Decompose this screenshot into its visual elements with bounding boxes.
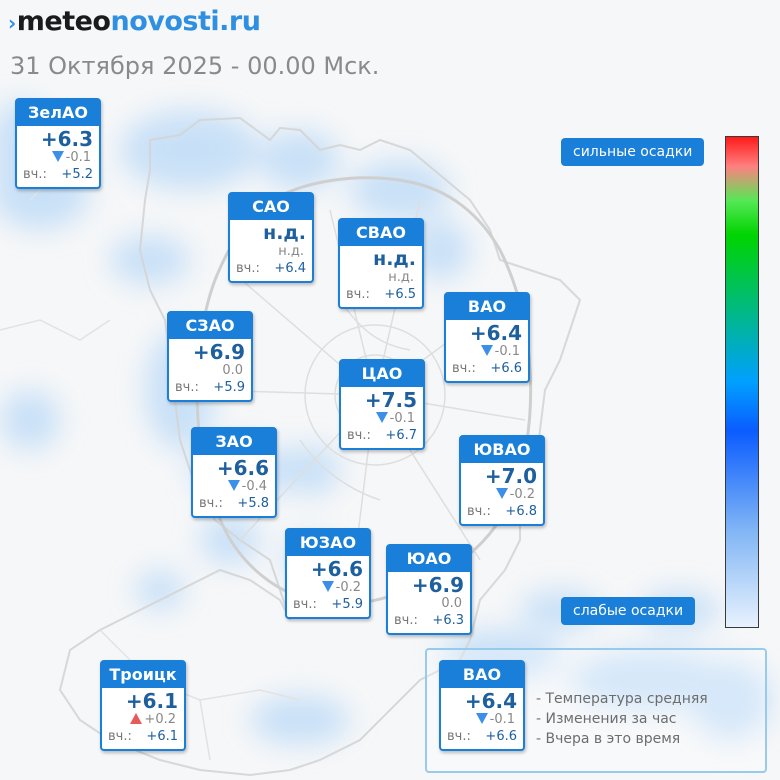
- district-name: СВАО: [340, 220, 422, 246]
- district-change: -0.2: [335, 580, 361, 595]
- district-change: н.д.: [278, 244, 304, 259]
- district-change: 0.0: [441, 596, 462, 611]
- yesterday-label: вч.:: [452, 361, 476, 376]
- forecast-datetime: 31 Октября 2025 - 00.00 Мск.: [10, 52, 380, 80]
- district-change: -0.2: [509, 487, 535, 502]
- yesterday-label: вч.:: [293, 597, 317, 612]
- trend-down-icon: [227, 480, 240, 491]
- district-name: ЗАО: [193, 429, 275, 455]
- yesterday-label: вч.:: [175, 380, 199, 395]
- legend-strong-label: сильные осадки: [561, 138, 705, 166]
- yesterday-label: вч.:: [108, 729, 132, 744]
- district-change: н.д.: [388, 270, 414, 285]
- trend-down-icon: [375, 412, 388, 423]
- district-name: ЗелАО: [17, 100, 99, 126]
- district-name: СЗАО: [169, 313, 251, 339]
- legend-line-yesterday: - Вчера в это время: [536, 731, 681, 747]
- district-temp: +6.1: [125, 689, 178, 713]
- yesterday-label: вч.:: [467, 504, 491, 519]
- legend-line-change: - Изменения за час: [536, 711, 677, 727]
- district-name: ЦАО: [341, 361, 423, 387]
- district-temp: +7.0: [484, 464, 537, 488]
- district-yesterday: +6.3: [432, 613, 464, 628]
- yesterday-label: вч.:: [23, 167, 47, 182]
- trend-down-icon: [51, 151, 64, 162]
- district-change: -0.1: [389, 411, 415, 426]
- district-name: ВАО: [441, 662, 523, 688]
- district-temp: н.д.: [263, 222, 306, 244]
- district-card-szao[interactable]: СЗАО +6.9 0.0 вч.: +5.9: [167, 311, 253, 402]
- yesterday-label: вч.:: [346, 287, 370, 302]
- logo-mark-icon: ›: [8, 11, 16, 35]
- district-temp: +6.9: [192, 340, 245, 364]
- yesterday-label: вч.:: [236, 261, 260, 276]
- trend-up-icon: [130, 713, 143, 724]
- district-change: -0.1: [65, 150, 91, 165]
- district-change: +0.2: [144, 712, 176, 727]
- legend-sample-card: ВАО +6.4 -0.1 вч.: +6.6: [439, 660, 525, 751]
- yesterday-label: вч.:: [447, 729, 471, 744]
- district-yesterday: +6.1: [146, 729, 178, 744]
- yesterday-label: вч.:: [394, 613, 418, 628]
- district-temp: +6.4: [464, 689, 517, 713]
- district-temp: +6.9: [411, 573, 464, 597]
- district-card-zelao[interactable]: ЗелАО +6.3 -0.1 вч.: +5.2: [15, 98, 101, 189]
- district-yesterday: +5.9: [331, 597, 363, 612]
- yesterday-label: вч.:: [347, 428, 371, 443]
- district-card-yuao[interactable]: ЮАО +6.9 0.0 вч.: +6.3: [386, 544, 472, 635]
- legend-explanations: - Температура средняя - Изменения за час…: [536, 689, 708, 749]
- district-name: Троицк: [102, 662, 184, 688]
- district-card-yuzao[interactable]: ЮЗАО +6.6 -0.2 вч.: +5.9: [285, 528, 371, 619]
- district-card-zao[interactable]: ЗАО +6.6 -0.4 вч.: +5.8: [191, 427, 277, 518]
- legend-line-temp: - Температура средняя: [536, 691, 708, 707]
- district-temp: +6.3: [40, 127, 93, 151]
- district-change: -0.4: [241, 479, 267, 494]
- district-yesterday: +6.4: [274, 261, 306, 276]
- site-logo[interactable]: ›meteonovosti.ru: [8, 6, 261, 37]
- district-card-svao[interactable]: СВАО н.д. н.д. вч.: +6.5: [338, 218, 424, 309]
- district-card-vao[interactable]: ВАО +6.4 -0.1 вч.: +6.6: [444, 292, 530, 383]
- district-yesterday: +6.6: [485, 729, 517, 744]
- district-yesterday: +5.9: [213, 380, 245, 395]
- precipitation-scale: [725, 136, 759, 628]
- legend-weak-label: слабые осадки: [561, 597, 696, 625]
- district-yesterday: +6.5: [384, 287, 416, 302]
- district-name: ЮВАО: [461, 437, 543, 463]
- trend-down-icon: [495, 488, 508, 499]
- district-temp: н.д.: [373, 248, 416, 270]
- district-name: ЮАО: [388, 546, 470, 572]
- district-name: ЮЗАО: [287, 530, 369, 556]
- district-card-cao[interactable]: ЦАО +7.5 -0.1 вч.: +6.7: [339, 359, 425, 450]
- district-yesterday: +6.6: [490, 361, 522, 376]
- district-card-sao[interactable]: САО н.д. н.д. вч.: +6.4: [228, 192, 314, 283]
- trend-down-icon: [480, 345, 493, 356]
- district-name: ВАО: [446, 294, 528, 320]
- district-temp: +6.6: [216, 456, 269, 480]
- trend-down-icon: [321, 581, 334, 592]
- district-temp: +7.5: [364, 388, 417, 412]
- trend-down-icon: [475, 713, 488, 724]
- yesterday-label: вч.:: [199, 496, 223, 511]
- district-yesterday: +6.8: [505, 504, 537, 519]
- district-temp: +6.6: [310, 557, 363, 581]
- district-temp: +6.4: [469, 321, 522, 345]
- district-name: САО: [230, 194, 312, 220]
- district-card-yuvao[interactable]: ЮВАО +7.0 -0.2 вч.: +6.8: [459, 435, 545, 526]
- district-yesterday: +5.8: [237, 496, 269, 511]
- district-change: -0.1: [489, 712, 515, 727]
- district-yesterday: +6.7: [385, 428, 417, 443]
- district-change: -0.1: [494, 344, 520, 359]
- district-card-troitsk[interactable]: Троицк +6.1 +0.2 вч.: +6.1: [100, 660, 186, 751]
- district-yesterday: +5.2: [61, 167, 93, 182]
- district-change: 0.0: [222, 363, 243, 378]
